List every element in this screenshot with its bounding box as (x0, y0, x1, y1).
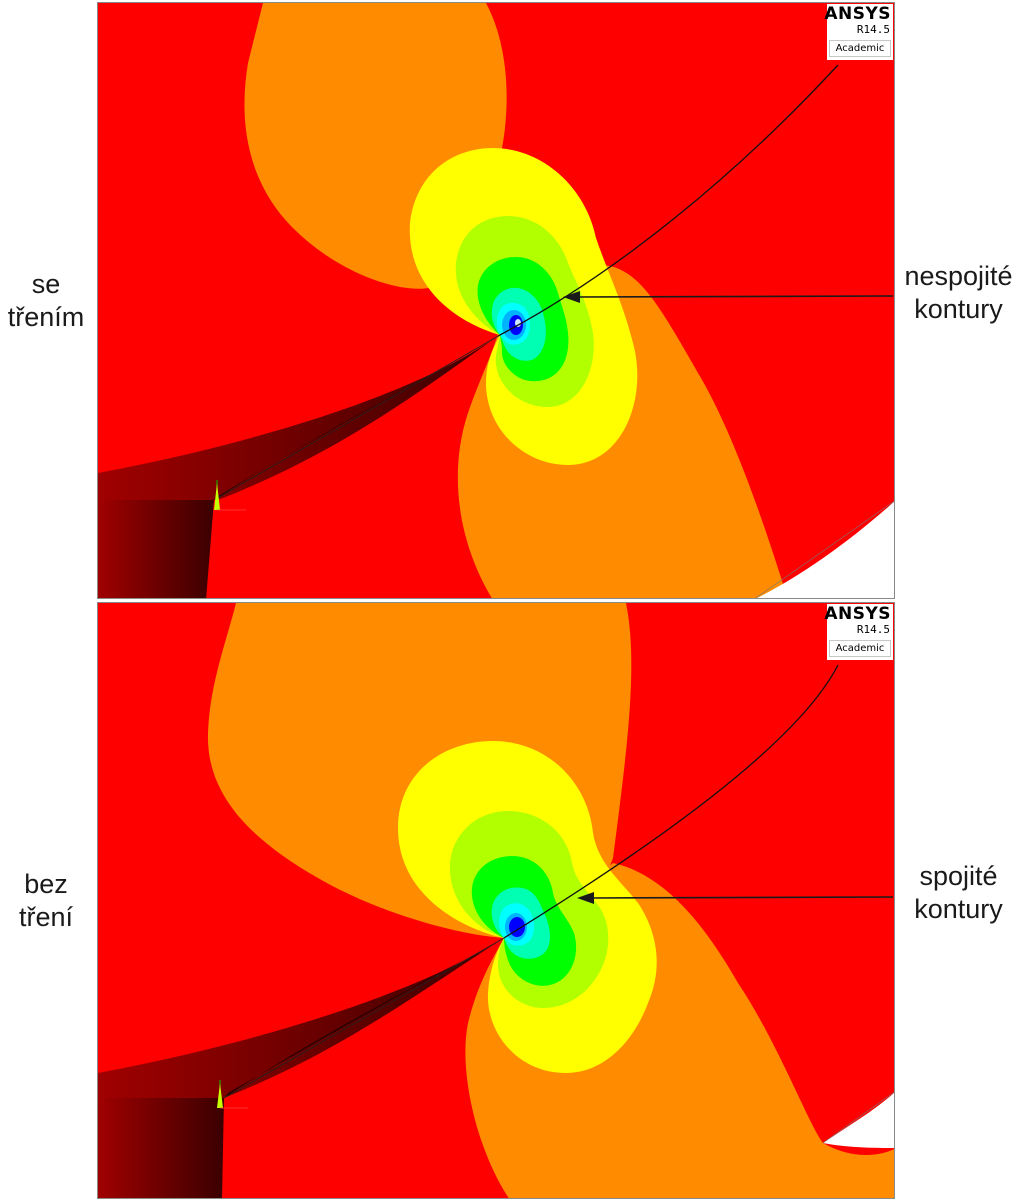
logo-edition: Academic (829, 640, 891, 657)
crack-fine-line (213, 334, 501, 501)
crack-fine-line (223, 937, 505, 1099)
model-boundary (822, 1092, 894, 1144)
logo-brand: ANSYS (824, 4, 891, 24)
crack-curve (503, 664, 839, 939)
stress-contour-plot (98, 603, 894, 1198)
label-without-friction: bez tření (0, 868, 92, 934)
axis-triad (214, 480, 246, 511)
empty-region (756, 501, 894, 598)
label-line: bez (24, 869, 68, 899)
logo-edition: Academic (829, 40, 891, 57)
label-line: tření (18, 902, 74, 932)
logo-version: R14.5 (856, 23, 890, 36)
empty-region (823, 1092, 894, 1148)
label-discontinuous-contours: nespojité kontury (893, 260, 1024, 326)
dark-block (98, 500, 214, 598)
ansys-logo: ANSYS R14.5 Academic (824, 604, 893, 660)
dark-wedge (98, 938, 504, 1098)
label-line: kontury (914, 894, 1003, 924)
label-line: se (31, 269, 61, 299)
axis-triad (217, 1080, 248, 1109)
label-line: spojité (919, 861, 998, 891)
dark-block (98, 1098, 224, 1198)
ansys-logo: ANSYS R14.5 Academic (824, 4, 893, 60)
model-boundary (755, 501, 894, 598)
crack-curve (497, 64, 839, 337)
logo-version: R14.5 (856, 623, 890, 636)
stress-contour-plot (98, 3, 894, 598)
dark-wedge (98, 336, 498, 500)
label-line: nespojité (904, 261, 1013, 291)
label-line: třením (7, 302, 85, 332)
contour-plot-with-friction: ANSYS R14.5 Academic (97, 2, 895, 599)
contour-plot-without-friction: ANSYS R14.5 Academic (97, 602, 895, 1199)
label-continuous-contours: spojité kontury (893, 860, 1024, 926)
label-line: kontury (914, 294, 1003, 324)
label-with-friction: se třením (0, 268, 92, 334)
logo-brand: ANSYS (824, 604, 891, 624)
